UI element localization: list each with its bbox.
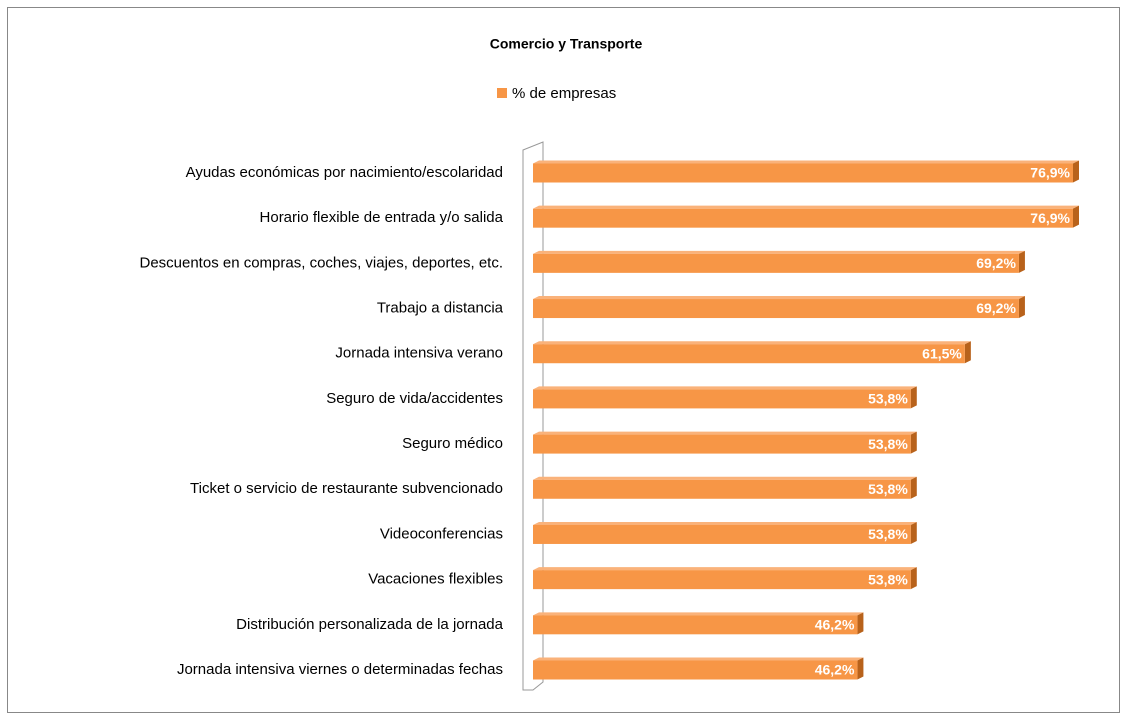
bar-side: [1073, 205, 1079, 228]
bar: [533, 615, 858, 635]
bar-side: [857, 657, 864, 680]
bar-side: [1018, 296, 1025, 319]
bar-side: [964, 341, 971, 364]
bar: [533, 163, 1073, 183]
bar-top: [533, 341, 971, 345]
y-tick-label: Ayudas económicas por nacimiento/escolar…: [186, 164, 503, 181]
y-tick-label: Jornada intensiva verano: [335, 345, 503, 362]
value-label: 76,9%: [1030, 165, 1070, 181]
bar: [533, 434, 911, 454]
value-label: 69,2%: [976, 300, 1016, 316]
legend-label: % de empresas: [512, 85, 616, 102]
bar: [533, 344, 965, 364]
bar-side: [910, 476, 917, 499]
y-tick-label: Videoconferencias: [380, 525, 503, 542]
y-tick-label: Horario flexible de entrada y/o salida: [260, 209, 504, 226]
chart-title: Comercio y Transporte: [490, 36, 643, 52]
value-label: 46,2%: [815, 617, 855, 633]
value-label: 46,2%: [815, 662, 855, 678]
bar-side: [910, 521, 917, 544]
bar-side: [1073, 160, 1079, 183]
y-tick-label: Trabajo a distancia: [377, 300, 504, 317]
bar-top: [533, 205, 1079, 209]
y-tick-label: Jornada intensiva viernes o determinadas…: [177, 661, 503, 678]
bar: [533, 660, 858, 680]
bar-top: [533, 296, 1025, 300]
value-label: 53,8%: [868, 391, 908, 407]
bar-top: [533, 567, 917, 571]
value-label: 53,8%: [868, 481, 908, 497]
bar-side: [910, 431, 917, 454]
y-tick-label: Seguro de vida/accidentes: [326, 390, 503, 407]
legend-swatch: [497, 88, 507, 98]
bar-side: [910, 567, 917, 590]
bar-side: [857, 612, 864, 635]
bar-top: [533, 431, 917, 435]
bar: [533, 570, 911, 590]
y-tick-label: Ticket o servicio de restaurante subvenc…: [190, 480, 503, 497]
bar: [533, 479, 911, 499]
y-tick-label: Vacaciones flexibles: [368, 571, 503, 588]
bar-top: [533, 250, 1025, 254]
bar-top: [533, 160, 1079, 164]
value-label: 69,2%: [976, 255, 1016, 271]
bar: [533, 299, 1019, 319]
bar: [533, 524, 911, 544]
bar-top: [533, 521, 917, 525]
bar-top: [533, 612, 864, 616]
back-wall: [522, 141, 544, 691]
bar-side: [1018, 250, 1025, 273]
y-tick-label: Descuentos en compras, coches, viajes, d…: [139, 254, 503, 271]
value-label: 61,5%: [922, 345, 962, 361]
value-label: 76,9%: [1030, 210, 1070, 226]
value-label: 53,8%: [868, 436, 908, 452]
bar: [533, 253, 1019, 273]
bar-top: [533, 386, 917, 390]
bar: [533, 208, 1073, 228]
y-tick-label: Seguro médico: [402, 435, 503, 452]
bar-side: [910, 386, 917, 409]
y-tick-label: Distribución personalizada de la jornada: [236, 616, 503, 633]
bar: [533, 389, 911, 409]
bar-top: [533, 476, 917, 480]
value-label: 53,8%: [868, 526, 908, 542]
bar-top: [533, 657, 864, 661]
value-label: 53,8%: [868, 571, 908, 587]
